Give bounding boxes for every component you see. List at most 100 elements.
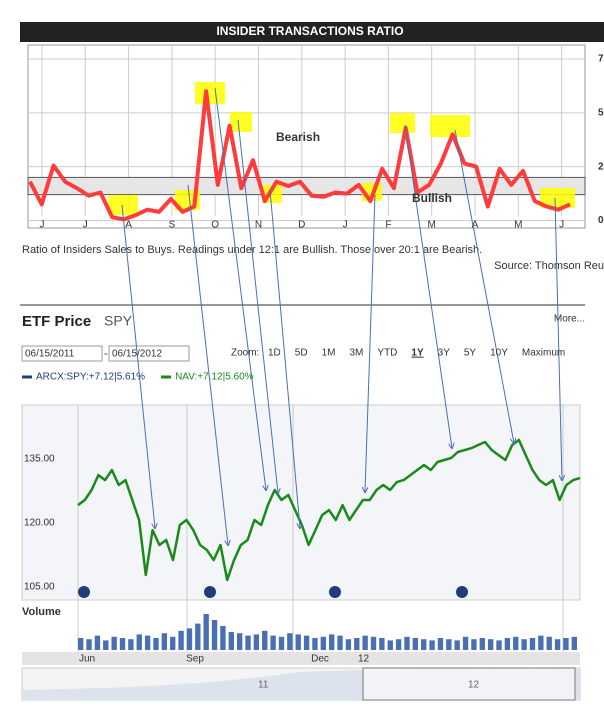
- source: Source: Thomson Reu: [494, 260, 604, 272]
- volume-bar: [195, 623, 201, 650]
- volume-bar: [128, 639, 134, 650]
- volume-bar: [103, 640, 109, 650]
- date-strip: [22, 652, 580, 665]
- volume-bar: [487, 639, 494, 650]
- navigator-window[interactable]: [362, 667, 576, 701]
- zoom-option[interactable]: 3M: [350, 348, 364, 359]
- highlight: [540, 188, 575, 208]
- volume-bar: [563, 638, 569, 650]
- x-tick-label: Dec: [311, 654, 329, 665]
- zoom-option[interactable]: 5Y: [464, 348, 477, 359]
- x-tick-label: O: [211, 220, 219, 231]
- arrow: [187, 184, 228, 545]
- volume-bar: [471, 639, 477, 650]
- zoom-option[interactable]: YTD: [377, 348, 397, 359]
- volume-bar: [571, 636, 577, 650]
- zoom-option[interactable]: 1M: [322, 348, 336, 359]
- x-tick-label: J: [40, 220, 45, 231]
- volume-bar: [119, 638, 126, 650]
- event-icon: [329, 586, 341, 598]
- volume-bar: [554, 639, 561, 650]
- start-input[interactable]: [21, 345, 103, 362]
- volume-bar: [303, 635, 310, 650]
- highlight: [108, 195, 138, 215]
- volume-bar: [220, 626, 226, 650]
- zoom-option[interactable]: 5D: [295, 348, 308, 359]
- x-tick-label: 12: [358, 654, 370, 665]
- volume-bar: [404, 636, 410, 650]
- volume-bar: [354, 638, 360, 650]
- y-tick-label: 7: [598, 54, 604, 65]
- zoom-label: Zoom:: [231, 348, 259, 359]
- event-icon: [204, 586, 216, 598]
- bearish-label: Bearish: [276, 130, 320, 144]
- volume-bar: [78, 638, 84, 650]
- volume-bar: [412, 638, 419, 650]
- zoom-option[interactable]: 1D: [268, 348, 281, 359]
- x-tick-label: A: [472, 220, 479, 231]
- volume-bar: [462, 636, 469, 650]
- event-icon: [456, 586, 468, 598]
- volume-bar: [421, 639, 427, 650]
- volume-bar: [278, 636, 285, 650]
- zoom-option[interactable]: 10Y: [490, 348, 508, 359]
- more-link[interactable]: More...: [554, 314, 585, 325]
- x-tick-label: J: [343, 220, 348, 231]
- volume-bar: [496, 640, 502, 650]
- volume-bar: [446, 639, 452, 650]
- volume-bar: [211, 620, 218, 650]
- zoom-option[interactable]: Maximum: [522, 348, 565, 359]
- y-tick-label: 5: [598, 107, 604, 118]
- volume-bar: [454, 640, 460, 650]
- volume-bar: [320, 636, 326, 650]
- volume-bar: [186, 628, 193, 650]
- etf-title: ETF Price: [22, 313, 91, 330]
- arrow: [554, 197, 562, 480]
- y-tick-label: 105.00: [24, 582, 55, 593]
- navigator-label: 12: [468, 680, 480, 691]
- volume-bar: [236, 633, 243, 650]
- x-tick-label: D: [298, 220, 305, 231]
- arrow: [121, 204, 155, 528]
- volume-bar: [329, 634, 335, 650]
- volume-bar: [521, 639, 527, 650]
- zoom-option[interactable]: 1Y: [411, 348, 424, 359]
- volume-bar: [295, 634, 301, 650]
- volume-bar: [370, 636, 377, 650]
- y-tick-label: 0: [598, 215, 604, 226]
- x-tick-label: M: [514, 220, 522, 231]
- chart-title: INSIDER TRANSACTIONS RATIO: [216, 24, 403, 38]
- volume-bar: [538, 635, 544, 650]
- start-date: 06/15/2011: [25, 349, 75, 360]
- volume-bar: [379, 638, 385, 650]
- x-tick-label: A: [125, 220, 132, 231]
- legend-label: ARCX:SPY:+7.12|5.61%: [36, 372, 145, 383]
- legend-label: NAV:+7.12|5.60%: [175, 372, 254, 383]
- dash: -: [104, 348, 108, 360]
- volume-bar: [504, 638, 511, 650]
- highlight: [195, 82, 225, 104]
- x-tick-label: Jun: [79, 654, 95, 665]
- price-plot: [21, 404, 581, 601]
- y-tick-label: 135.00: [24, 454, 55, 465]
- volume-bar: [429, 640, 435, 650]
- volume-bar: [153, 638, 159, 650]
- volume-bar: [287, 633, 293, 650]
- neutral-band: [27, 176, 586, 196]
- zoom-option[interactable]: 3Y: [438, 348, 451, 359]
- volume-bar: [337, 635, 343, 650]
- arrow: [404, 124, 452, 448]
- x-tick-label: J: [83, 220, 88, 231]
- data-line: [77, 438, 581, 582]
- highlight: [230, 112, 252, 132]
- volume-bar: [228, 632, 234, 650]
- arrows: [121, 87, 562, 545]
- navigator-label: 11: [258, 680, 269, 691]
- end-input[interactable]: [108, 345, 190, 362]
- highlight: [390, 113, 415, 133]
- volume-bar: [262, 630, 268, 650]
- x-tick-label: Sep: [186, 654, 204, 665]
- arrow: [214, 87, 266, 490]
- x-tick-label: S: [169, 220, 176, 231]
